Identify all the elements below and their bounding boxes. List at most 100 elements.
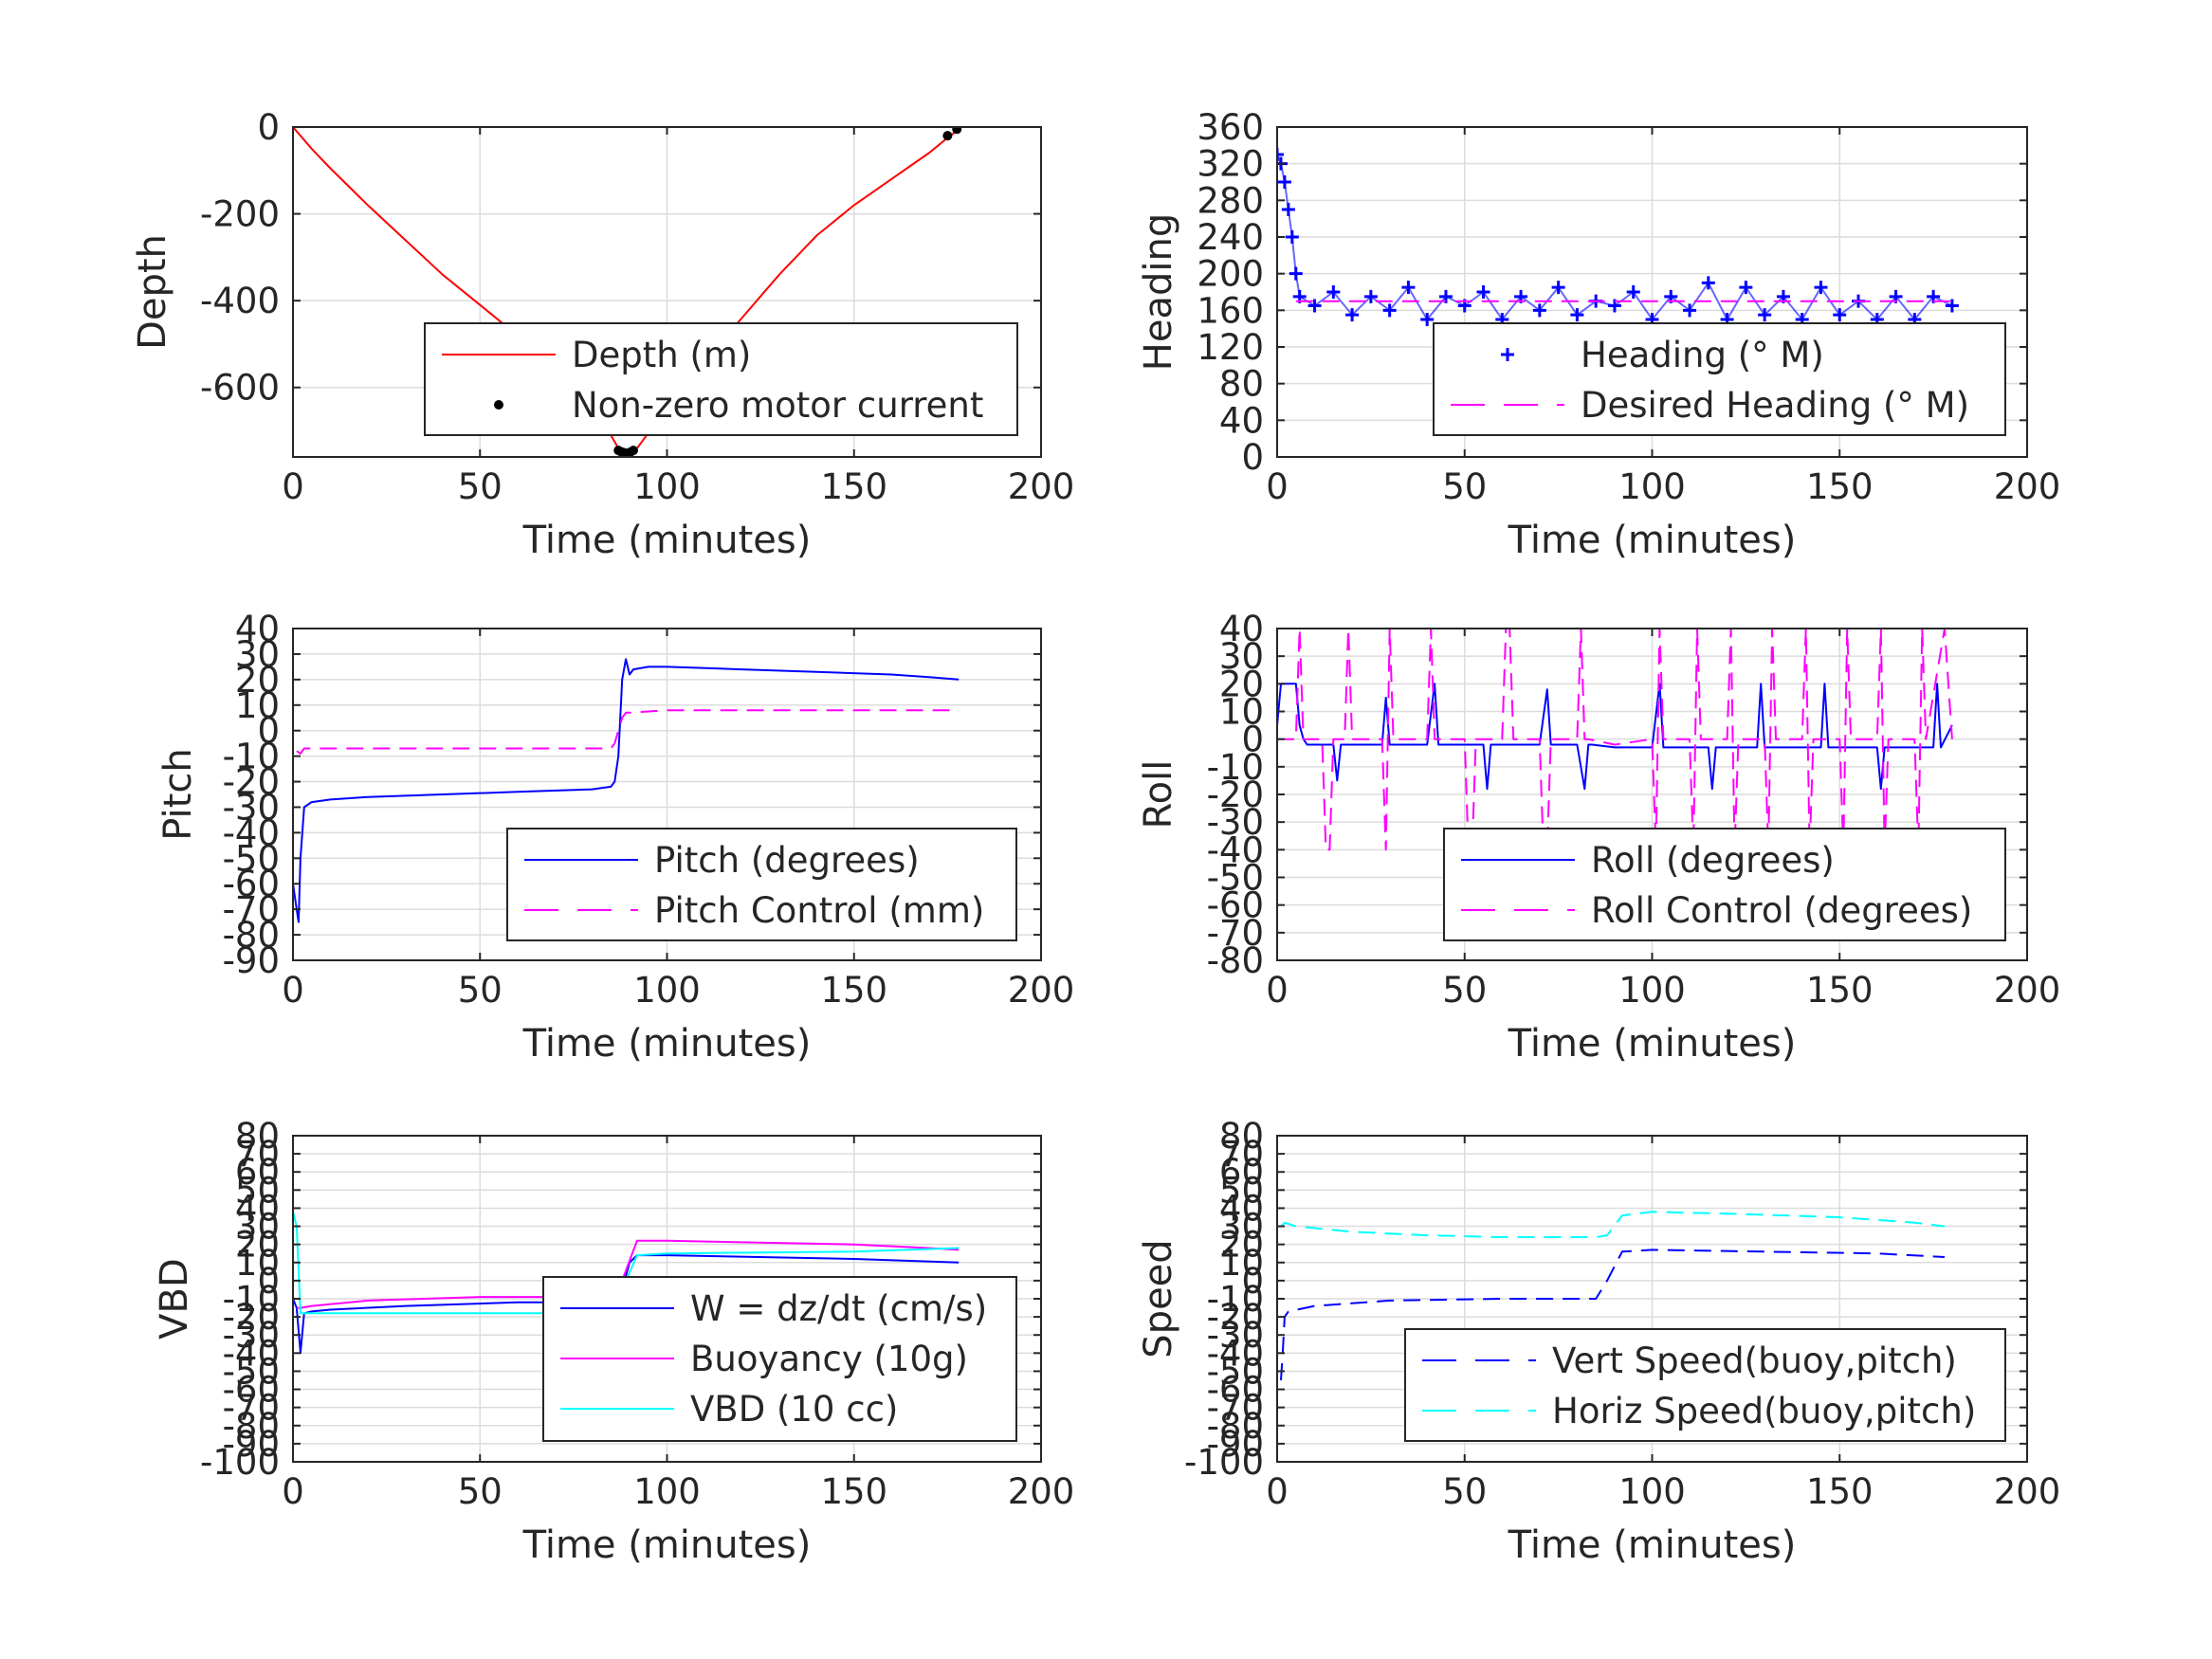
vbd-ytick-label-18: -100: [200, 1442, 280, 1483]
depth-ytick-label-1: -200: [200, 194, 280, 235]
speed-ytick-label-9: -10: [1207, 1279, 1264, 1320]
depth-ytick-label-2: -400: [200, 281, 280, 321]
vbd-ytick-label-17: -90: [223, 1424, 280, 1465]
vbd-ytick-label-7: 10: [235, 1243, 280, 1284]
pitch-ytick-label-7: -30: [223, 787, 280, 828]
heading-ytick-label-0: 0: [1241, 437, 1264, 478]
roll-series-1: [1277, 629, 1953, 851]
vbd-legend: W = dz/dt (cm/s) Buoyancy (10g) VBD (10 cc…: [542, 1276, 1017, 1442]
vbd-ytick-label-8: 0: [257, 1261, 280, 1302]
speed-xlabel: Time (minutes): [1508, 1523, 1797, 1567]
vbd-ytick-label-12: -40: [223, 1333, 280, 1374]
roll-ytick-label-3: 10: [1219, 692, 1264, 733]
heading-series-0-point-27: [1683, 303, 1697, 318]
vbd-ytick-label-11: -30: [223, 1315, 280, 1356]
pitch-ytick-label-13: -90: [223, 940, 280, 981]
vbd-legend-label-1: Buoyancy (10g): [690, 1339, 968, 1379]
pitch-xtick-label-0: 0: [282, 970, 304, 1011]
speed-ytick-label-13: -50: [1207, 1351, 1264, 1392]
heading-series-0-point-20: [1551, 281, 1565, 295]
depth-legend: Depth (m) Non-zero motor current: [424, 322, 1018, 436]
vbd-ytick-label-14: -60: [223, 1370, 280, 1411]
speed-ytick-label-2: 60: [1219, 1152, 1264, 1193]
heading-xtick-label-2: 100: [1618, 466, 1686, 507]
heading-ytick-label-8: 320: [1197, 144, 1264, 185]
speed-ytick-label-14: -60: [1207, 1370, 1264, 1411]
vbd-ytick-label-4: 40: [235, 1188, 280, 1229]
heading-series-0-point-12: [1401, 281, 1416, 295]
heading-series-0-point-21: [1570, 308, 1584, 322]
pitch-xlabel: Time (minutes): [522, 1022, 812, 1066]
depth-xlabel: Time (minutes): [522, 519, 812, 562]
heading-series-0-point-19: [1532, 303, 1546, 318]
roll-ylabel: Roll: [1137, 760, 1180, 830]
speed-ytick-label-11: -30: [1207, 1315, 1264, 1356]
speed-xtick-label-0: 0: [1266, 1471, 1289, 1512]
roll-ytick-label-12: -80: [1207, 940, 1264, 981]
depth-xtick-label-3: 150: [820, 466, 887, 507]
speed-ytick-label-18: -100: [1184, 1442, 1264, 1483]
heading-ytick-label-1: 40: [1219, 400, 1264, 441]
pitch-xtick-label-4: 200: [1008, 970, 1075, 1011]
vbd-ytick-label-5: 30: [235, 1207, 280, 1248]
heading-xlabel: Time (minutes): [1508, 519, 1797, 562]
depth-series-group: [293, 127, 962, 457]
pitch-legend: Pitch (degrees) Pitch Control (mm): [506, 828, 1017, 941]
heading-series-0-point-24: [1626, 285, 1640, 299]
speed-legend: Vert Speed(buoy,pitch) Horiz Speed(buoy,p…: [1404, 1328, 2006, 1442]
depth-series-1-point-6: [628, 446, 638, 456]
roll-xtick-label-1: 50: [1442, 970, 1487, 1011]
heading-series-0-point-31: [1758, 308, 1772, 322]
depth-xtick-label-0: 0: [282, 466, 304, 507]
heading-legend-label-0: Heading (° M): [1581, 335, 1824, 375]
heading-series-0-point-5: [1289, 266, 1303, 281]
speed-xtick-label-2: 100: [1618, 1471, 1686, 1512]
speed-ylabel: Speed: [1137, 1239, 1180, 1358]
heading-series-0-point-16: [1476, 285, 1490, 299]
pitch-ytick-label-1: 30: [235, 634, 280, 675]
pitch-series-0: [293, 658, 960, 923]
speed-xtick-label-4: 200: [1994, 1471, 2061, 1512]
vbd-ytick-label-15: -70: [223, 1388, 280, 1429]
speed-ytick-label-15: -70: [1207, 1388, 1264, 1429]
heading-series-0-point-41: [1945, 299, 1959, 313]
roll-xlabel: Time (minutes): [1508, 1022, 1797, 1066]
speed-legend-label-1: Horiz Speed(buoy,pitch): [1552, 1391, 1976, 1431]
depth-legend-box: [424, 322, 1018, 436]
pitch-ytick-label-5: -10: [223, 737, 280, 777]
speed-ytick-label-0: 80: [1219, 1116, 1264, 1157]
vbd-ytick-label-9: -10: [223, 1279, 280, 1320]
roll-ytick-label-6: -20: [1207, 775, 1264, 815]
heading-series-0-point-34: [1814, 281, 1828, 295]
heading-xtick-label-4: 200: [1994, 466, 2061, 507]
heading-series-0-point-28: [1701, 276, 1715, 290]
speed-series-0: [1280, 1249, 1946, 1381]
vbd-xtick-label-0: 0: [282, 1471, 304, 1512]
roll-legend: Roll (degrees) Roll Control (degrees): [1443, 828, 2006, 941]
roll-series-0: [1277, 683, 1953, 791]
vbd-series-0: [293, 1254, 960, 1355]
pitch-xtick-label-2: 100: [633, 970, 701, 1011]
speed-ytick-label-5: 30: [1219, 1207, 1264, 1248]
speed-ytick-label-17: -90: [1207, 1424, 1264, 1465]
vbd-xtick-label-4: 200: [1008, 1471, 1075, 1512]
depth-legend-label-1: Non-zero motor current: [572, 385, 983, 426]
pitch-ytick-label-2: 20: [235, 660, 280, 701]
heading-ytick-label-2: 80: [1219, 364, 1264, 405]
heading-xtick-label-1: 50: [1442, 466, 1487, 507]
heading-ylabel: Heading: [1137, 213, 1180, 371]
roll-xtick-label-3: 150: [1806, 970, 1874, 1011]
pitch-series-group: [293, 658, 960, 923]
pitch-ytick-label-12: -80: [223, 915, 280, 956]
heading-legend-box: [1433, 322, 2006, 436]
heading-series-0-point-11: [1382, 303, 1397, 318]
vbd-ytick-label-6: 20: [235, 1225, 280, 1266]
depth-ytick-label-3: -600: [200, 368, 280, 409]
heading-ytick-label-5: 200: [1197, 254, 1264, 295]
pitch-ytick-label-3: 10: [235, 685, 280, 726]
heading-series-0-point-8: [1326, 285, 1341, 299]
pitch-ytick-label-10: -60: [223, 864, 280, 904]
depth-ytick-label-0: 0: [257, 107, 280, 148]
